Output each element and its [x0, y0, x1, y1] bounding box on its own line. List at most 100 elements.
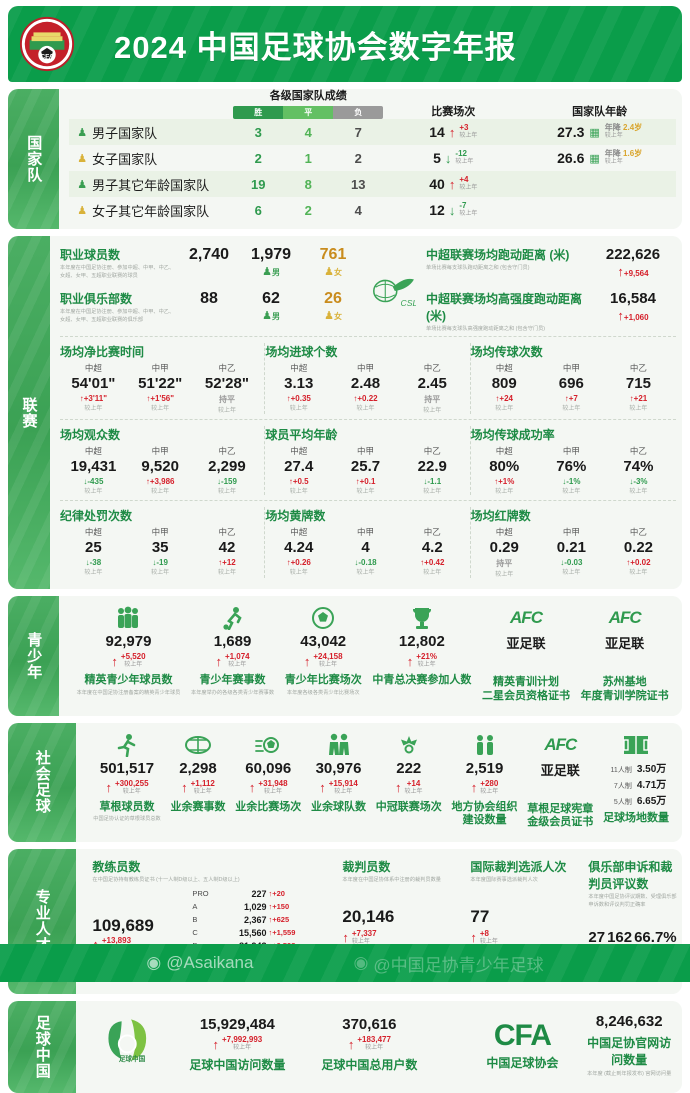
- tier-sub: 较上年: [289, 406, 308, 412]
- tier-value: 809: [491, 375, 517, 392]
- section-label-national: 国家队: [8, 89, 60, 229]
- section-label-youth: 青少年: [8, 596, 60, 716]
- grade-delta: ↑+625: [268, 915, 290, 925]
- afc-logo: AFC: [524, 732, 596, 758]
- pitch-value: 3.50万: [636, 763, 667, 775]
- stat-name: 业余球队数: [311, 800, 366, 813]
- tier-name: 中乙: [423, 363, 441, 373]
- age-delta: 年降 2.4岁 较上年: [604, 123, 643, 140]
- tier-name: 中甲: [151, 527, 169, 537]
- tier-name: 中乙: [423, 446, 441, 456]
- fc-stat: 15,929,484 ↑ +7,992,993 较上年 足球中国访问数量: [178, 1016, 296, 1073]
- grade-key: B: [192, 915, 198, 925]
- hi-run-distance-row: 中超联赛场均高强度跑动距离 (米) 单场比赛每支球队高强度跑动距离之和 (包含守…: [426, 290, 676, 334]
- tier-stat: 中甲 9,520 ↑+3,986 较上年: [127, 445, 194, 495]
- male-icon: ♟: [262, 266, 272, 278]
- section-social-football: 社会足球 501,517 ↑ +300,255 较上年 草根球员数 中国足协认证的草根球员…: [8, 722, 682, 842]
- stat-name: 草根足球宪章 金级会员证书: [527, 802, 594, 829]
- stat-cap: 本年度在中国足协注册备案的精英青少年球员: [76, 689, 181, 696]
- grade-key: C: [192, 928, 198, 938]
- stat-value: 60,096: [245, 759, 292, 777]
- svg-text:CFA: CFA: [40, 54, 54, 61]
- tier-name: 中乙: [629, 527, 647, 537]
- losses: 13: [351, 176, 366, 192]
- afc-logo: AFC: [479, 605, 574, 631]
- female-icon: ♟: [77, 204, 88, 217]
- tier-delta: ↑+21: [629, 394, 648, 403]
- tier-stat: 中乙 52'28" 持平 较上年: [194, 362, 261, 414]
- tier-value: 80%: [489, 458, 520, 475]
- stat-card: 12,802 ↑ +21% 较上年 中青总决赛参加人数: [367, 605, 477, 704]
- tier-name: 中超: [495, 527, 513, 537]
- pro-players-row: 职业球员数 本年度在中国足协注册、参加中超、中甲、中乙、女超、女甲、五超职业联赛…: [60, 246, 364, 290]
- grade-value: 1,029: [243, 901, 267, 912]
- section-label-social: 社会足球: [8, 722, 77, 842]
- league-stat-cell: 场均传球成功率 中超 80% ↑+1% 较上年 中甲 76% ↓-1% 较上年 中乙 74% ↓-3%…: [471, 426, 676, 495]
- fc-delta: +183,477 较上年: [357, 1035, 391, 1052]
- draws: 4: [304, 124, 312, 140]
- section-youth: 青少年 92,979 ↑ +5,520 较上年 精英青少年球员数 本年度在中国足协注册备案…: [8, 596, 682, 716]
- age-delta: 年降 1.6岁 较上年: [604, 149, 643, 166]
- tier-sub: 较上年: [495, 489, 514, 495]
- stat-delta: +1,112 较上年: [190, 778, 215, 795]
- tier-sub: 较上年: [84, 570, 103, 576]
- pitch-key: 11人制: [610, 766, 632, 774]
- tier-delta: ↑+12: [218, 558, 236, 567]
- age-chart-icon: ▦: [589, 152, 600, 165]
- social-body: 501,517 ↑ +300,255 较上年 草根球员数 中国足协认证的草根球员总数 2,2…: [76, 722, 682, 842]
- stat-name: 精英青训计划 二星会员资格证书: [482, 676, 571, 702]
- stat-delta: +15,914 较上年: [328, 778, 358, 795]
- wins: 6: [254, 202, 262, 218]
- stat-cap: 中国足协认证的草根球员总数: [93, 816, 161, 823]
- player-kick-icon: [188, 605, 278, 631]
- watermark-right: ◉ @中国足协青少年足球: [353, 953, 544, 975]
- fc-items: 15,929,484 ↑ +7,992,993 较上年 足球中国访问数量 370,616 ↑…: [178, 1016, 428, 1073]
- stat-cap: 本年度举办的各级各类青少年赛事数: [191, 689, 275, 696]
- stat-value: 43,042: [300, 633, 347, 650]
- referees-delta: +7,337: [351, 928, 377, 938]
- stat-title: 场均传球次数: [470, 345, 543, 359]
- tier-value: 715: [625, 375, 651, 392]
- tier-sub: 较上年: [423, 570, 442, 576]
- league-registration: 职业球员数 本年度在中国足协注册、参加中超、中甲、中乙、女超、女甲、五超职业联赛…: [60, 246, 364, 334]
- tier-sub: 较上年: [356, 489, 375, 495]
- tier-stat: 中乙 0.22 ↑+0.02 较上年: [605, 526, 672, 578]
- section-football-china: 足球中国 足球中国 15,929,484 ↑ +7,992,993 较上年 足球中国访问…: [8, 1000, 682, 1093]
- tier-delta: ↑+0.02: [626, 558, 651, 567]
- up-arrow-icon: ↑: [105, 780, 112, 795]
- pro-players-female-tag: 女: [333, 268, 342, 277]
- coaches-delta: +13,893: [101, 935, 132, 945]
- stat-delta: +31,948 较上年: [258, 778, 288, 795]
- weibo-icon: ◉: [353, 953, 369, 972]
- table-row: ♟ 女子国家队 2 1 2 5 ↓ -12 较上年 26.6 ▦ 年降 1.6岁 较上年: [69, 145, 676, 171]
- col-age-label: 国家队年龄: [572, 106, 628, 118]
- tier-sub: 较上年: [151, 489, 170, 495]
- tier-value: 25: [85, 539, 102, 556]
- losses: 2: [354, 150, 362, 166]
- tier-sub: 较上年: [629, 570, 648, 576]
- tier-stat: 中甲 696 ↑+7 较上年: [538, 362, 605, 412]
- tier-value: 2,299: [208, 458, 246, 475]
- page-footer: ◉ @Asaikana ◉ @中国足协青少年足球: [0, 944, 690, 982]
- age-chart-icon: ▦: [589, 126, 600, 139]
- runner-icon: [90, 732, 163, 758]
- tier-sub: 较上年: [629, 406, 648, 412]
- grade-row: C 15,560 ↑+1,559: [192, 928, 295, 939]
- col-matches-label: 比赛场次: [431, 106, 476, 118]
- csl-logo-icon: CSL: [364, 268, 418, 312]
- tier-sub: 较上年: [495, 406, 514, 412]
- matches-value: 14: [429, 124, 445, 140]
- tier-name: 中超: [290, 527, 308, 537]
- stat-cap: 本年度各级各类青少年比赛场次: [286, 689, 360, 696]
- tier-value: 2.45: [417, 375, 447, 392]
- stat-value: 222: [396, 759, 422, 777]
- tier-stat: 中甲 51'22" ↑+1'56" 较上年: [127, 362, 194, 414]
- grade-row: B 2,367 ↑+625: [192, 915, 295, 926]
- referees-sub: 较上年: [351, 938, 370, 945]
- stat-title: 场均传球成功率: [470, 428, 555, 442]
- stat-card: AFC 亚足联 精英青训计划 二星会员资格证书: [477, 605, 576, 704]
- tier-name: 中甲: [151, 446, 169, 456]
- wins: 19: [251, 176, 266, 192]
- people-icon: [449, 732, 521, 758]
- tier-sub: 较上年: [84, 489, 103, 495]
